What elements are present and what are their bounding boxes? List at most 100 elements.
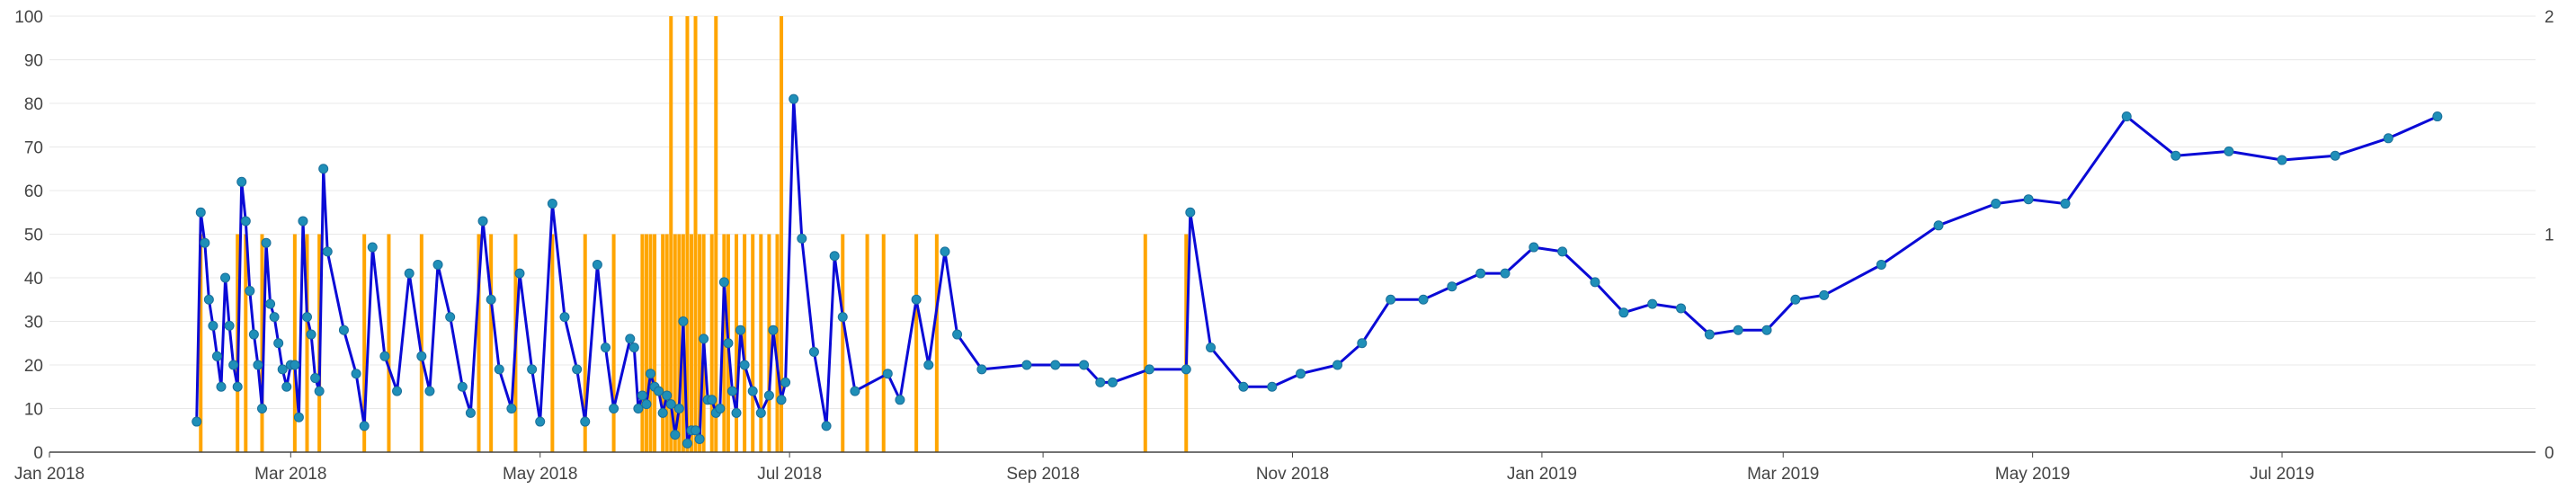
y-left-tick-label: 30 [24, 314, 43, 333]
data-point [318, 164, 329, 174]
data-point [2277, 155, 2287, 165]
data-point [424, 386, 435, 396]
x-tick-label: Nov 2018 [1256, 465, 1329, 484]
data-point [457, 381, 468, 392]
bar [677, 234, 682, 452]
data-point [1267, 381, 1278, 392]
data-point [486, 294, 496, 305]
data-point [662, 390, 673, 401]
y-left-tick-label: 10 [24, 401, 43, 420]
data-point [269, 312, 280, 323]
bar [669, 16, 673, 452]
data-point [755, 407, 766, 418]
data-point [715, 404, 726, 414]
data-point [2224, 146, 2234, 156]
data-point [739, 360, 750, 370]
bar [698, 234, 702, 452]
data-point [940, 246, 950, 257]
data-point [465, 407, 476, 418]
data-point [665, 399, 676, 410]
data-point [882, 369, 893, 379]
bar [673, 234, 677, 452]
data-point [203, 294, 214, 305]
data-point [281, 381, 292, 392]
x-tick-label: Mar 2018 [254, 465, 326, 484]
data-point [192, 416, 202, 427]
data-point [506, 404, 517, 414]
data-point [821, 421, 832, 431]
bar-series [199, 16, 1189, 452]
series-line [195, 97, 2438, 445]
bar [1143, 234, 1147, 452]
data-point [747, 386, 758, 396]
data-point [1185, 207, 1196, 218]
data-point [273, 338, 284, 349]
bar [489, 234, 494, 452]
data-point [952, 329, 963, 340]
data-point [1761, 325, 1772, 335]
data-point [1733, 325, 1743, 335]
data-point [646, 369, 656, 379]
data-point [1790, 294, 1801, 305]
data-point [379, 351, 390, 361]
data-point [535, 416, 546, 427]
bar [199, 234, 203, 452]
data-point [293, 412, 304, 422]
data-point [1386, 294, 1396, 305]
bar [362, 234, 367, 452]
data-point [445, 312, 456, 323]
data-point [404, 268, 414, 279]
bar [914, 234, 919, 452]
data-point [1021, 360, 1032, 370]
data-point [673, 404, 684, 414]
data-point [768, 325, 779, 335]
data-point [789, 93, 799, 104]
data-point [780, 377, 791, 387]
data-point [195, 207, 206, 218]
data-point [265, 298, 276, 309]
data-point [310, 373, 321, 384]
data-point [1557, 246, 1568, 257]
data-point [314, 386, 325, 396]
data-point [923, 360, 934, 370]
data-point [232, 381, 243, 392]
data-point [2170, 150, 2181, 161]
y-right-tick-label: 0 [2545, 444, 2554, 463]
data-point [1238, 381, 1249, 392]
data-point [625, 333, 636, 344]
data-point [494, 364, 504, 375]
data-point [1876, 259, 1886, 270]
data-point [609, 404, 619, 414]
data-point [2023, 194, 2034, 205]
y-left-tick-label: 20 [24, 357, 43, 376]
x-tick-label: Mar 2019 [1747, 465, 1819, 484]
data-point [633, 404, 644, 414]
data-point [829, 251, 840, 262]
data-point [256, 404, 267, 414]
data-point [208, 320, 218, 331]
y-left-tick-label: 90 [24, 52, 43, 71]
data-point [797, 233, 807, 244]
gridlines [49, 15, 2536, 409]
data-point [837, 312, 848, 323]
bar [685, 16, 690, 452]
data-point [514, 268, 525, 279]
data-point [628, 342, 639, 353]
x-tick-label: Jul 2018 [757, 465, 822, 484]
axes [49, 451, 2536, 458]
data-point [678, 316, 689, 326]
data-point [691, 425, 701, 436]
bar [387, 234, 391, 452]
data-point [895, 395, 905, 405]
bar [693, 16, 698, 452]
data-point [228, 360, 239, 370]
data-point [572, 364, 583, 375]
data-point [1529, 242, 1539, 253]
data-point [699, 333, 709, 344]
data-point [1676, 303, 1687, 314]
data-point [731, 407, 742, 418]
bar [419, 234, 423, 452]
data-point [1079, 360, 1090, 370]
data-point [1500, 268, 1511, 279]
data-point [240, 216, 251, 227]
